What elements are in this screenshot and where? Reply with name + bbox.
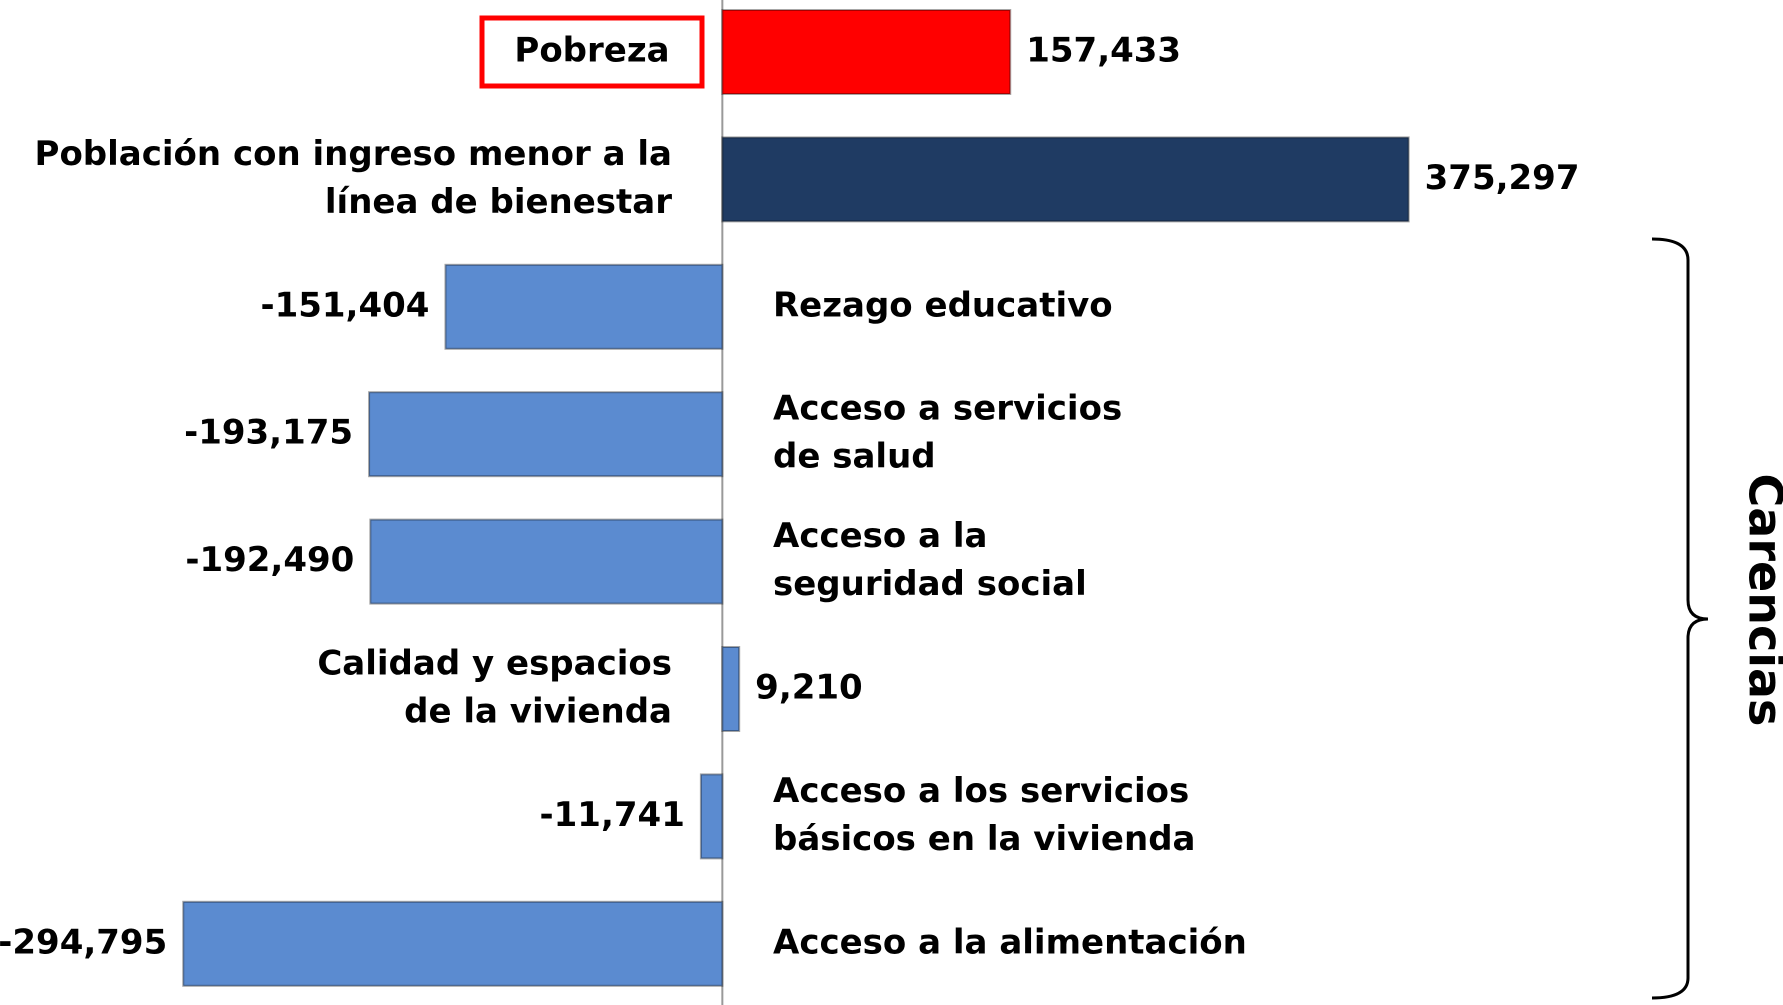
category-label: de salud [773, 437, 936, 477]
category-label: Pobreza [514, 31, 669, 71]
category-label: línea de bienestar [325, 182, 672, 222]
value-label: -11,741 [540, 795, 685, 835]
value-label: -193,175 [184, 413, 353, 453]
category-label: Acceso a la alimentación [773, 922, 1247, 962]
value-label: 9,210 [755, 668, 863, 708]
bar [368, 391, 724, 478]
category-label: Calidad y espacios [317, 644, 672, 684]
category-label: Rezago educativo [773, 285, 1113, 325]
bar [721, 646, 741, 732]
bar [699, 773, 724, 860]
category-label: de la vivienda [404, 692, 672, 732]
value-label: -192,490 [185, 540, 354, 580]
value-label: -294,795 [0, 922, 167, 962]
category-label: básicos en la vivienda [773, 819, 1195, 859]
category-label: Población con ingreso menor a la [35, 134, 672, 174]
bar [369, 518, 724, 605]
value-label: -151,404 [260, 285, 429, 325]
category-label: Acceso a los servicios [773, 771, 1189, 811]
bar [721, 136, 1410, 223]
bar [182, 900, 724, 987]
category-label: Acceso a servicios [773, 389, 1122, 429]
value-label: 157,433 [1026, 31, 1181, 71]
category-label: Acceso a la [773, 516, 988, 556]
category-label: seguridad social [773, 564, 1087, 604]
annotation: Carencias [1739, 474, 1783, 727]
category-box [479, 15, 705, 89]
bar [444, 263, 724, 350]
value-label: 375,297 [1425, 158, 1580, 198]
bar [721, 9, 1012, 95]
bracket [1651, 237, 1709, 1000]
